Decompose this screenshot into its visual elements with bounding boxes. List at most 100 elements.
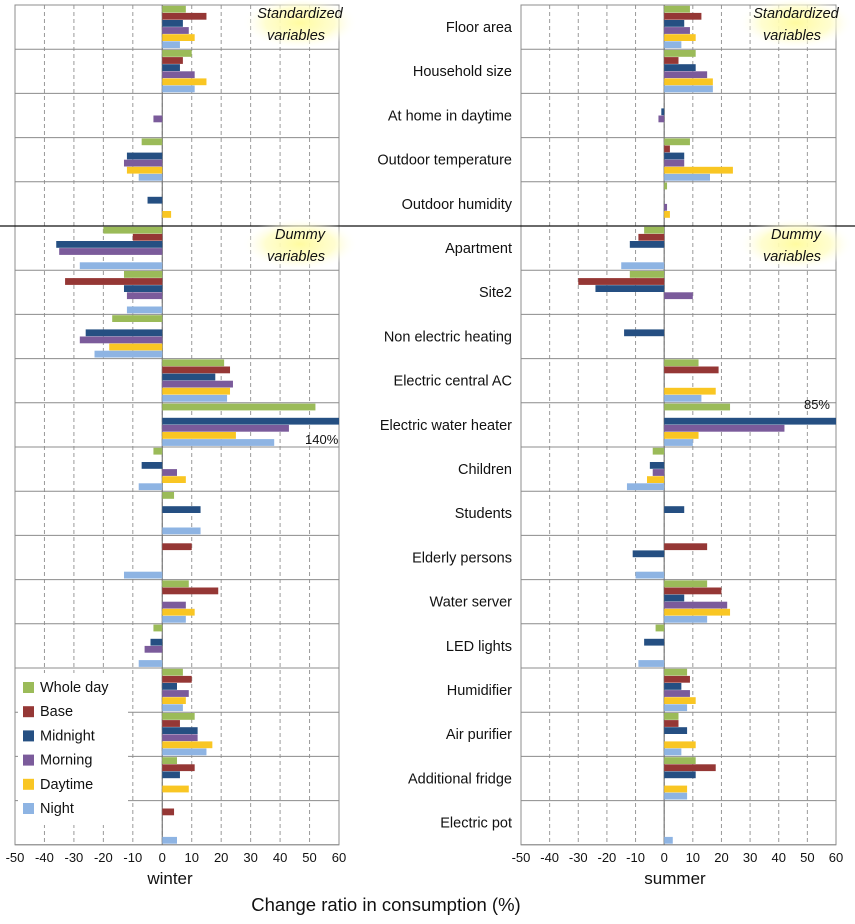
bar-morning	[162, 469, 177, 476]
bar-morning	[126, 292, 163, 300]
bar-midnight	[141, 462, 163, 469]
bar-whole-day	[664, 580, 708, 588]
bar-midnight	[664, 152, 685, 160]
bar-daytime	[162, 34, 195, 41]
bar-morning	[664, 203, 668, 211]
category-label: Humidifier	[447, 683, 512, 699]
bar-whole-day	[103, 226, 163, 234]
bar-base	[664, 764, 716, 772]
x-tick-label: 30	[243, 850, 257, 865]
bar-base	[664, 543, 708, 551]
bar-night	[664, 836, 673, 844]
x-tick-label: -50	[512, 850, 531, 865]
category-label: Non electric heating	[384, 329, 512, 345]
bar-midnight	[664, 417, 836, 425]
bar-morning	[162, 690, 189, 697]
bar-night	[664, 439, 693, 446]
category-label: Site2	[479, 285, 512, 301]
bar-daytime	[664, 785, 688, 793]
x-tick-label: -10	[123, 850, 142, 865]
category-label: Students	[455, 506, 512, 522]
legend-label: Midnight	[40, 728, 95, 744]
bar-base	[132, 233, 163, 241]
panel-label-summer: summer	[644, 869, 706, 888]
bar-daytime	[664, 387, 716, 395]
bar-daytime	[162, 608, 195, 616]
bar-morning	[123, 159, 163, 167]
bar-morning	[162, 601, 186, 609]
legend-background	[18, 673, 128, 825]
bar-whole-day	[664, 713, 679, 720]
category-label: Floor area	[446, 20, 513, 36]
bar-night	[138, 173, 163, 181]
bar-midnight	[162, 417, 339, 425]
x-tick-label: 0	[661, 850, 668, 865]
bar-whole-day	[162, 668, 183, 676]
labels-layer: -50 -40 -30 -20 -10 0 10 20 30 40 50 60 winter 140% St…	[6, 0, 854, 888]
bar-daytime	[126, 166, 163, 174]
group-note: Standardized variables	[257, 6, 343, 44]
bar-base	[162, 543, 192, 551]
bar-daytime	[664, 166, 733, 174]
x-tick-label: -40	[540, 850, 559, 865]
x-tick-label: 30	[743, 850, 757, 865]
bar-daytime	[162, 697, 186, 704]
bar-base	[162, 808, 175, 816]
x-tick-label: 20	[714, 850, 728, 865]
bar-morning	[652, 469, 665, 476]
bar-daytime	[664, 211, 670, 218]
bar-base	[162, 764, 195, 772]
bar-midnight	[664, 20, 685, 27]
bar-daytime	[162, 78, 207, 86]
bar-base	[162, 12, 207, 20]
bar-midnight	[661, 108, 665, 116]
category-label: Outdoor humidity	[402, 197, 513, 213]
bar-night	[162, 527, 201, 535]
bar-whole-day	[664, 50, 696, 57]
bar-night	[664, 173, 710, 181]
bar-night	[162, 836, 177, 844]
bar-midnight	[126, 152, 163, 160]
bar-midnight	[85, 329, 163, 337]
annotation-label: 140%	[305, 432, 339, 447]
legend-label: Morning	[40, 753, 92, 769]
bar-base	[65, 278, 163, 285]
bar-whole-day	[162, 359, 225, 367]
bar-midnight	[162, 506, 201, 513]
bar-whole-day	[162, 580, 189, 588]
x-tick-label: -30	[569, 850, 588, 865]
bar-daytime	[664, 34, 696, 41]
category-label: Electric water heater	[380, 418, 512, 434]
bar-midnight	[147, 196, 163, 204]
bar-whole-day	[664, 668, 688, 676]
bar-night	[162, 394, 228, 402]
legend-label: Daytime	[40, 777, 93, 793]
bar-whole-day	[652, 447, 665, 455]
bar-morning	[144, 645, 163, 653]
bar-night	[621, 262, 665, 270]
bar-night	[664, 704, 688, 712]
bar-night	[94, 350, 163, 358]
bar-night	[162, 85, 195, 93]
bar-whole-day	[112, 315, 163, 322]
bar-whole-day	[664, 138, 690, 146]
legend: Whole day Base Midnight Morning Daytime Night	[18, 673, 128, 825]
bar-whole-day	[162, 492, 175, 499]
bar-morning	[658, 115, 665, 123]
bar-midnight	[162, 771, 180, 779]
bar-midnight	[664, 506, 685, 513]
bar-night	[664, 85, 713, 93]
legend-label: Night	[40, 801, 74, 817]
category-label: Children	[458, 462, 512, 478]
bar-midnight	[632, 550, 665, 558]
category-label: Elderly persons	[412, 550, 512, 566]
bar-morning	[664, 424, 785, 432]
category-label: At home in daytime	[388, 108, 512, 124]
bar-morning	[79, 336, 163, 344]
category-label: LED lights	[446, 639, 512, 655]
bar-daytime	[162, 211, 172, 218]
x-tick-label: 50	[302, 850, 316, 865]
bar-whole-day	[141, 138, 163, 146]
category-label: Electric pot	[440, 816, 512, 832]
